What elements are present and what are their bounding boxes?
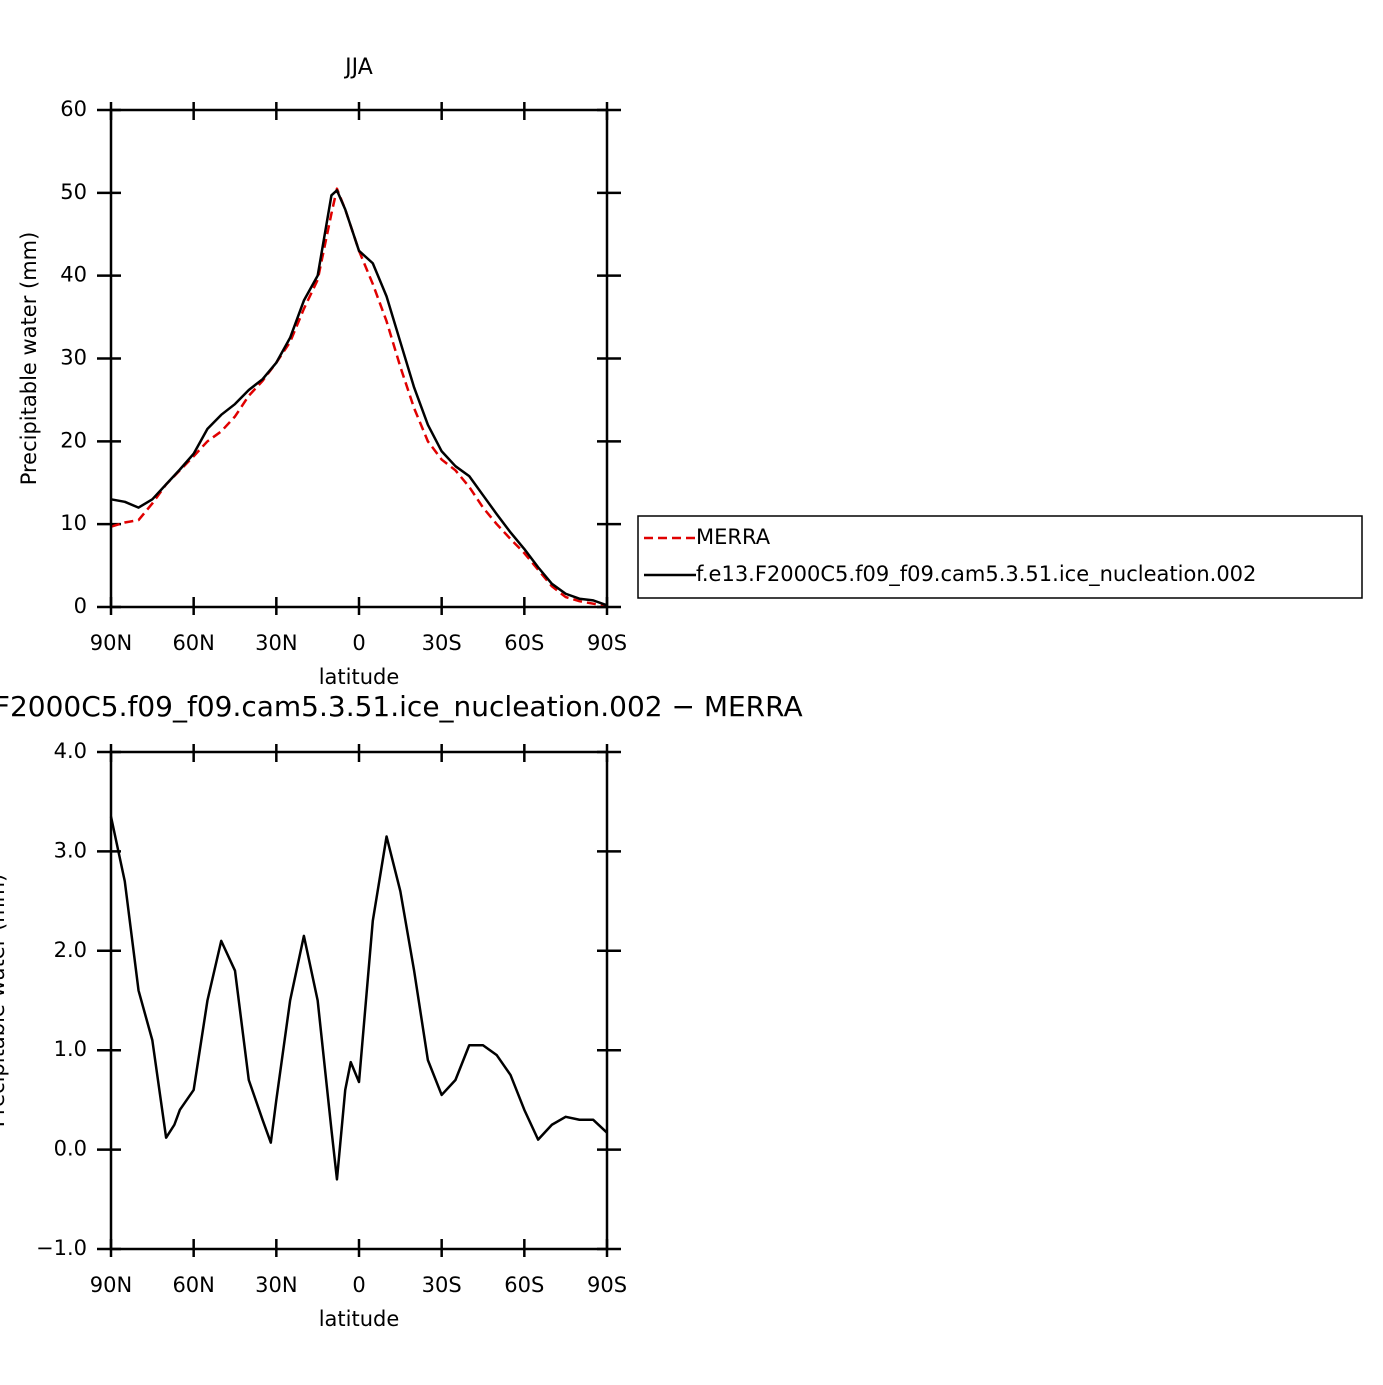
y-tick-label: 10 <box>60 511 87 535</box>
x-tick-label: 30S <box>422 1273 462 1297</box>
y-tick-label: 0 <box>74 594 87 618</box>
y-tick-label: 0.0 <box>54 1137 87 1161</box>
x-tick-label: 0 <box>352 631 365 655</box>
x-tick-label: 60N <box>172 1273 214 1297</box>
y-tick-label: 30 <box>60 346 87 370</box>
x-tick-label: 30N <box>255 1273 297 1297</box>
x-tick-label: 90N <box>90 1273 132 1297</box>
x-tick-label: 60S <box>504 631 544 655</box>
x-tick-label: 90S <box>587 1273 627 1297</box>
legend-label: f.e13.F2000C5.f09_f09.cam5.3.51.ice_nucl… <box>696 562 1256 587</box>
x-tick-label: 90S <box>587 631 627 655</box>
y-tick-label: 3.0 <box>54 838 87 862</box>
y-axis-label: Precipitable water (mm) <box>17 232 41 486</box>
data-line <box>109 816 608 1181</box>
y-tick-label: 40 <box>60 263 87 287</box>
chart-title: JJA <box>343 55 373 80</box>
y-tick-label: −1.0 <box>36 1236 87 1260</box>
x-tick-label: 30S <box>422 631 462 655</box>
x-tick-label: 60N <box>172 631 214 655</box>
y-tick-label: 50 <box>60 180 87 204</box>
legend-label: MERRA <box>696 525 771 549</box>
y-tick-label: 60 <box>60 97 87 121</box>
legend-box <box>637 515 1363 599</box>
data-line <box>110 189 608 607</box>
y-tick-label: 20 <box>60 428 87 452</box>
y-axis-label: Precipitable water (mm) <box>0 874 9 1128</box>
x-tick-label: 90N <box>90 631 132 655</box>
chart-title: f.e13.F2000C5.f09_f09.cam5.3.51.ice_nucl… <box>0 690 803 723</box>
y-tick-label: 2.0 <box>54 938 87 962</box>
plot-frame <box>109 108 609 609</box>
y-tick-label: 1.0 <box>54 1037 87 1061</box>
y-tick-label: 4.0 <box>54 739 87 763</box>
x-axis-label: latitude <box>319 665 400 689</box>
x-axis-label: latitude <box>319 1307 400 1331</box>
x-tick-label: 0 <box>352 1273 365 1297</box>
x-tick-label: 60S <box>504 1273 544 1297</box>
x-tick-label: 30N <box>255 631 297 655</box>
plot-frame <box>109 750 609 1251</box>
